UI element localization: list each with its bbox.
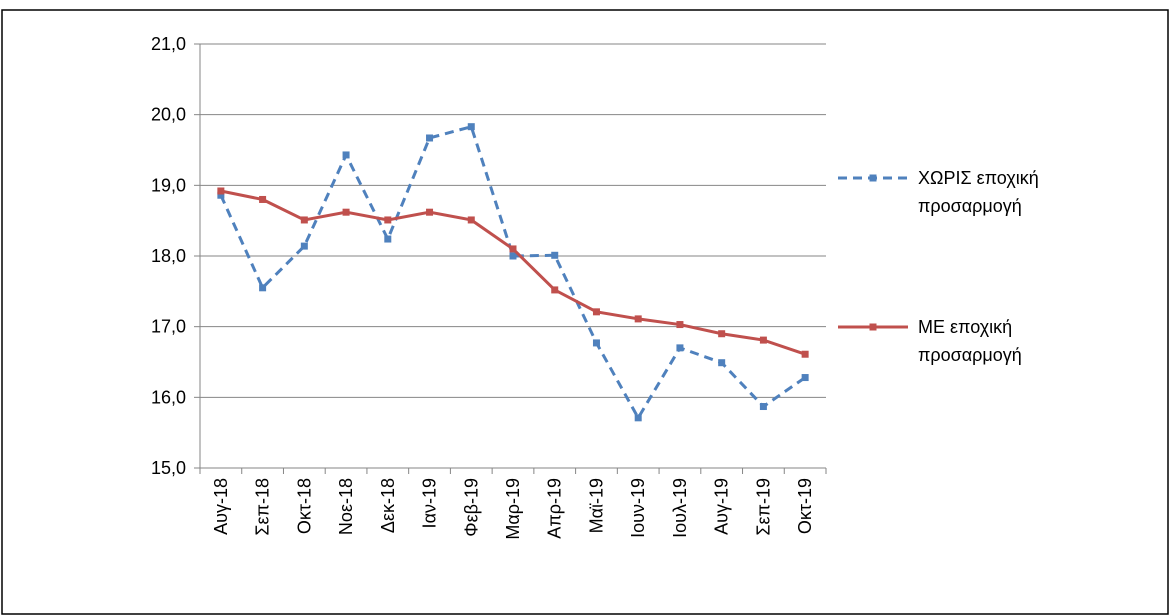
marker	[551, 286, 559, 294]
marker	[676, 344, 684, 352]
marker	[217, 187, 225, 195]
x-tick-label: Αυγ-18	[211, 478, 231, 535]
x-tick-label: Σεπ-19	[753, 478, 773, 536]
marker	[718, 359, 726, 367]
marker	[467, 216, 475, 224]
x-tick-label: Νοε-18	[336, 478, 356, 535]
marker	[259, 195, 267, 203]
y-tick-label: 21,0	[151, 34, 186, 54]
marker	[634, 315, 642, 323]
marker	[259, 284, 267, 292]
marker	[342, 208, 350, 216]
marker	[217, 191, 225, 199]
marker	[300, 216, 308, 224]
marker	[342, 151, 350, 159]
marker	[592, 308, 600, 316]
series-line	[219, 124, 806, 421]
marker	[509, 245, 517, 253]
marker	[551, 251, 559, 259]
x-tick-label: Ιαν-19	[420, 478, 440, 528]
y-tick-label: 19,0	[151, 175, 186, 195]
marker	[759, 336, 767, 344]
legend-marker	[869, 323, 877, 331]
marker	[384, 235, 392, 243]
x-tick-label: Μαϊ-19	[586, 478, 606, 533]
marker	[509, 252, 517, 260]
y-tick-label: 18,0	[151, 246, 186, 266]
x-tick-label: Ιουλ-19	[670, 478, 690, 538]
marker	[300, 242, 308, 250]
marker	[718, 330, 726, 338]
marker	[801, 350, 809, 358]
series-line	[220, 189, 806, 356]
marker	[384, 216, 392, 224]
marker	[592, 339, 600, 347]
x-tick-label: Δεκ-18	[378, 478, 398, 533]
marker	[426, 134, 434, 142]
x-tick-label: Σεπ-18	[253, 478, 273, 536]
marker	[634, 414, 642, 422]
marker	[467, 123, 475, 131]
legend-label: ΜΕ εποχική προσαρμογή	[918, 317, 1022, 365]
y-tick-label: 15,0	[151, 458, 186, 478]
legend-marker	[869, 174, 877, 182]
y-tick-label: 20,0	[151, 105, 186, 125]
x-tick-label: Οκτ-19	[795, 478, 815, 534]
x-tick-label: Φεβ-19	[461, 478, 481, 537]
marker	[676, 321, 684, 329]
x-tick-label: Ιουν-19	[628, 478, 648, 538]
y-tick-label: 17,0	[151, 317, 186, 337]
x-tick-label: Οκτ-18	[294, 478, 314, 534]
x-tick-label: Αυγ-19	[712, 478, 732, 535]
x-tick-label: Απρ-19	[545, 478, 565, 539]
x-tick-label: Μαρ-19	[503, 478, 523, 540]
marker	[426, 208, 434, 216]
marker	[759, 403, 767, 411]
legend-label: ΧΩΡΙΣ εποχική προσαρμογή	[918, 168, 1039, 216]
marker	[801, 374, 809, 382]
y-tick-label: 16,0	[151, 387, 186, 407]
frame	[1, 9, 1169, 615]
